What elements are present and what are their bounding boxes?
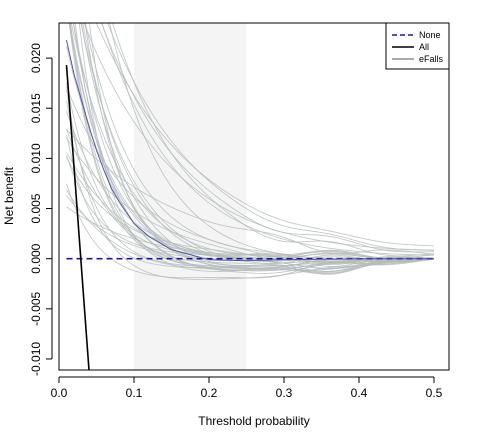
bootstrap-curve — [84, 23, 435, 270]
bootstrap-curve — [66, 155, 435, 260]
series-line-all — [65, 65, 90, 370]
bootstrap-curve — [70, 23, 434, 267]
bootstrap-curve — [80, 23, 435, 275]
bootstrap-curve — [72, 23, 435, 273]
x-tick-label: 0.0 — [51, 386, 68, 400]
y-tick-label: 0.020 — [29, 43, 43, 73]
y-tick-label: 0.000 — [29, 243, 43, 273]
legend-label-none: None — [419, 30, 441, 40]
bootstrap-curve — [78, 23, 435, 272]
y-axis: -0.010 -0.005 0.000 0.005 0.010 0.015 0.020 — [29, 43, 53, 376]
bootstrap-curve — [83, 23, 435, 251]
bootstrap-curve — [109, 23, 435, 260]
bootstrap-curve — [66, 152, 435, 265]
bootstrap-curve — [82, 23, 435, 269]
y-tick-label: 0.005 — [29, 193, 43, 223]
bootstrap-curve — [66, 129, 435, 271]
legend-box — [385, 22, 450, 70]
y-tick-label: -0.005 — [29, 291, 43, 325]
bootstrap-curve — [66, 86, 435, 260]
bootstrap-curve — [101, 23, 435, 253]
legend-label-all: All — [419, 42, 429, 52]
y-axis-label: Net benefit — [2, 166, 16, 225]
x-tick-label: 0.1 — [126, 386, 143, 400]
x-tick-label: 0.2 — [201, 386, 218, 400]
shaded-region — [134, 23, 247, 370]
series-layer — [65, 39, 434, 370]
bootstrap-curve — [101, 23, 435, 256]
x-tick-label: 0.4 — [351, 386, 368, 400]
bootstrap-curve — [66, 46, 435, 274]
bootstrap-curve — [69, 23, 435, 275]
plot-frame — [58, 22, 450, 371]
bootstrap-curve — [95, 23, 435, 247]
legend: None All eFalls — [385, 22, 450, 70]
bootstrap-curves — [66, 23, 435, 280]
bootstrap-curve — [66, 111, 434, 264]
x-tick-label: 0.5 — [426, 386, 443, 400]
y-tick-label: -0.010 — [29, 342, 43, 376]
bootstrap-curve — [68, 23, 435, 268]
bootstrap-curve — [66, 129, 435, 255]
x-axis: 0.0 0.1 0.2 0.3 0.4 0.5 — [51, 376, 443, 400]
x-axis-label: Threshold probability — [198, 414, 309, 428]
x-tick-label: 0.3 — [276, 386, 293, 400]
bootstrap-curve — [112, 23, 435, 257]
bootstrap-curve — [107, 23, 435, 251]
y-tick-label: 0.015 — [29, 93, 43, 123]
y-tick-label: 0.010 — [29, 143, 43, 173]
bootstrap-curve — [72, 23, 435, 274]
legend-label-efalls: eFalls — [419, 54, 444, 64]
series-line-efalls — [66, 39, 434, 262]
